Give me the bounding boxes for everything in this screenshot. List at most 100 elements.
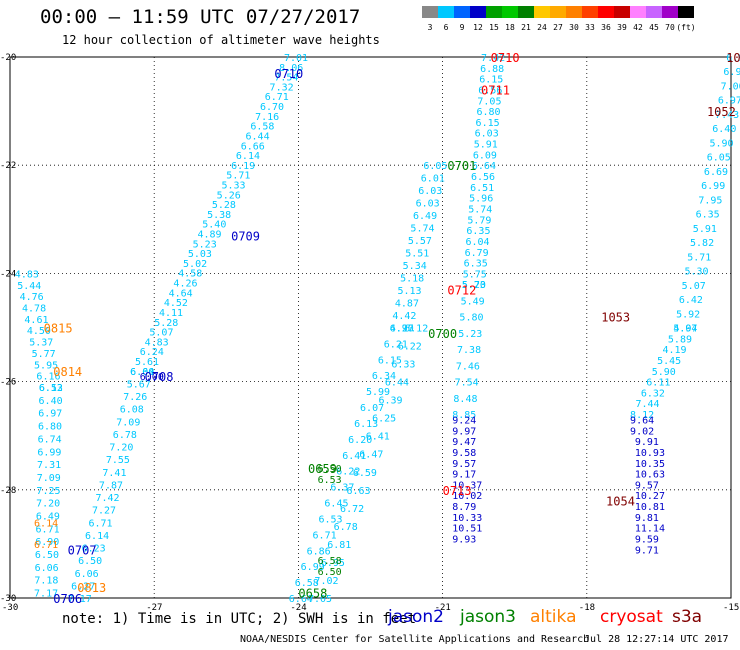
swh-point-jason2: 9.91 — [635, 437, 659, 448]
swh-value-label: 6.53 — [318, 514, 342, 525]
track-time-label: 0813 — [77, 581, 106, 595]
track-time-label: 0815 — [44, 322, 73, 336]
swh-value-label: 5.71 — [226, 171, 250, 182]
swh-value-label: 6.58 — [295, 578, 319, 589]
swh-value-label: 7.16 — [255, 112, 279, 123]
swh-value-label: 6.71 — [265, 92, 289, 103]
swh-value-label: 5.44 — [17, 281, 41, 292]
swh-value-label: 5.89 — [668, 334, 692, 345]
swh-value-label: 8.06 — [279, 63, 303, 74]
swh-value-label: 7.41 — [102, 468, 126, 479]
swh-value-label: 7.32 — [270, 82, 294, 93]
swh-value-label: 4.19 — [663, 345, 687, 356]
swh-point-jason2: 9.58 — [452, 448, 476, 459]
swh-value-label: 6.14 — [85, 531, 109, 542]
swh-value-label: 6.19 — [231, 161, 255, 172]
swh-value-label: 5.49 — [461, 296, 485, 307]
swh-value-label: 7.05 — [308, 594, 332, 605]
swh-value-label: 7.54 — [274, 73, 298, 84]
color-scale-label: 45 — [649, 23, 659, 32]
swh-value-label: 5.92 — [676, 309, 700, 320]
track-time-label: 0711 — [481, 83, 510, 97]
color-scale-swatch — [438, 6, 454, 18]
swh-value-label: 6.50 — [35, 550, 59, 561]
y-tick-label: -20 — [0, 53, 16, 63]
color-scale-label: (ft) — [676, 23, 696, 32]
swh-value-label: 7.27 — [92, 506, 116, 517]
swh-value-label: 6.41 — [342, 451, 366, 462]
color-scale-swatch — [598, 6, 614, 18]
swh-value-label: 6.58 — [250, 122, 274, 133]
swh-value-label: 6.33 — [391, 360, 415, 371]
swh-value-label: 5.74 — [468, 204, 492, 215]
track-time-label: 0706 — [53, 592, 82, 606]
swh-value-label: 6.15 — [476, 118, 500, 129]
swh-value-label: 5.91 — [693, 224, 717, 235]
swh-value-label: 6.69 — [704, 167, 728, 178]
swh-value-label: 6.80 — [38, 422, 62, 433]
swh-value-label: 6.08 — [120, 405, 144, 416]
swh-point-jason2: 11.14 — [635, 524, 665, 535]
swh-value-label: 6.50 — [78, 556, 102, 567]
color-scale-label: 24 — [537, 23, 547, 32]
swh-value-label: 6.40 — [39, 396, 63, 407]
color-scale-label: 6 — [443, 23, 449, 32]
swh-value-label: 6.78 — [334, 522, 358, 533]
swh-value-label: 5.75 — [463, 269, 487, 280]
swh-point-jason2: 9.59 — [635, 534, 659, 545]
swh-value-label: 5.07 — [682, 281, 706, 292]
swh-value-label: 6.52 — [39, 383, 63, 394]
color-scale-label: 36 — [601, 23, 611, 32]
swh-value-label: 6.05 — [707, 153, 731, 164]
swh-value-label: 6.44 — [246, 131, 270, 142]
swh-point-jason3: 6.58 — [318, 556, 342, 567]
swh-value-label: 4.89 — [197, 230, 221, 241]
x-tick-label: -24 — [290, 603, 306, 613]
track-time-label: 1051 — [726, 51, 740, 65]
color-scale-swatch — [566, 6, 582, 18]
swh-value-label: 6.21 — [384, 339, 408, 350]
swh-value-label: 4.64 — [169, 288, 193, 299]
color-scale-swatch — [614, 6, 630, 18]
swh-value-label: 8.48 — [453, 394, 477, 405]
swh-point-jason3: 6.53 — [318, 475, 342, 486]
swh-value-label: 7.09 — [37, 473, 61, 484]
swh-value-label: 6.47 — [359, 450, 383, 461]
color-scale-label: 18 — [505, 23, 515, 32]
track-time-label: 0658 — [298, 587, 327, 601]
swh-point-jason2: 9.71 — [635, 545, 659, 556]
swh-value-label: 7.17 — [68, 594, 92, 605]
swh-value-label: 5.67 — [127, 379, 151, 390]
swh-value-label: 7.87 — [99, 480, 123, 491]
swh-value-label: 6.35 — [696, 210, 720, 221]
swh-value-label: 5.34 — [403, 261, 427, 272]
swh-value-label: 5.57 — [408, 236, 432, 247]
swh-value-label: 5.18 — [400, 274, 424, 285]
color-scale-swatch — [502, 6, 518, 18]
color-scale-label: 15 — [489, 23, 499, 32]
color-scale-swatch — [470, 6, 486, 18]
swh-value-label: 6.99 — [701, 181, 725, 192]
swh-value-label: 7.09 — [116, 417, 140, 428]
swh-value-label: 5.90 — [652, 367, 676, 378]
swh-value-label: 6.74 — [38, 434, 62, 445]
color-scale-label: 30 — [569, 23, 579, 32]
swh-value-label: 7.20 — [109, 443, 133, 454]
swh-value-label: 5.70 — [462, 280, 486, 291]
swh-point-jason2: 10.27 — [635, 491, 665, 502]
color-scale-swatch — [534, 6, 550, 18]
swh-value-label: 4.50 — [27, 326, 51, 337]
swh-value-label: 6.78 — [113, 430, 137, 441]
swh-value-label: 6.70 — [260, 102, 284, 113]
swh-value-label: 5.82 — [690, 238, 714, 249]
swh-value-label: 6.40 — [712, 124, 736, 135]
y-tick-label: -24 — [0, 269, 16, 279]
swh-value-label: 7.95 — [698, 195, 722, 206]
legend-entry-jason3: jason3 — [460, 607, 516, 627]
swh-value-label: 6.01 — [421, 174, 445, 185]
swh-value-label: 6.79 — [465, 248, 489, 259]
track-time-label: 0712 — [447, 284, 476, 298]
swh-value-label: 5.04 — [673, 324, 697, 335]
swh-value-label: 6.90 — [35, 537, 59, 548]
swh-value-label: 7.00 — [721, 81, 740, 92]
